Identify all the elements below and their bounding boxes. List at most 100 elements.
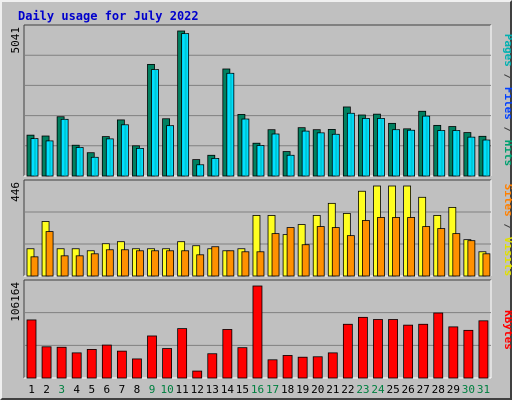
day-label-11: 11 [176,383,189,396]
day-label-5: 5 [88,383,95,396]
day-label-17: 17 [266,383,279,396]
pages-bar [485,140,488,176]
kbytes-bar [132,358,142,379]
day-label-19: 19 [296,383,309,396]
sites-bar [226,250,235,277]
kbytes-bar [463,329,474,379]
sites-bar [346,235,355,277]
day-label-20: 20 [311,383,324,396]
sites-bar [120,249,129,277]
day-label-14: 14 [221,383,235,396]
sites-bar [60,255,69,277]
pages-bar [335,134,338,176]
ylabel-part: / [502,217,512,237]
sites-bar [90,253,99,277]
ylabel-part: Hits [502,140,512,167]
sites-bar [331,227,340,277]
pages-bar [139,148,142,176]
kbytes-bar [162,348,172,379]
visits-bar [252,215,261,277]
sites-bar [467,240,476,277]
kbytes-bar [177,328,188,379]
pages-bar [154,69,157,176]
sites-bar [286,227,295,277]
kbytes-bar [342,323,353,379]
day-label-18: 18 [281,383,294,396]
ylabel-part: Sites [502,184,512,217]
ylabel-part: Visits [502,237,512,277]
sites-bar [271,233,280,277]
kbytes-bar [267,359,278,379]
pages-bar [290,155,293,176]
kbytes-bar [41,346,52,379]
pages-bar [395,129,398,176]
kbytes-bar [358,316,368,379]
sites-bar [422,226,431,277]
day-label-28: 28 [432,383,445,396]
sites-bar [166,250,174,277]
day-label-29: 29 [447,383,460,396]
kbytes-bar [433,312,444,379]
kbytes-bar [192,370,203,379]
kbytes-bar [388,319,398,379]
day-label-27: 27 [417,383,430,396]
sites-bar [136,250,144,277]
sites-bar [241,251,250,277]
kbytes-bar [147,335,157,379]
ylabel-part: Pages [502,34,512,67]
kbytes-bar [207,353,218,379]
pages-bar [199,164,202,176]
kbytes-bar [373,319,383,379]
day-label-23: 23 [356,383,369,396]
kbytes-bar [222,329,233,379]
pages-bar [440,130,443,176]
sites-bar [316,226,325,277]
panel-1-ylabel: Pages / Files / Hits [502,34,512,167]
kbytes-bar [86,349,97,379]
day-label-21: 21 [326,383,339,396]
day-label-9: 9 [149,383,156,396]
day-label-13: 13 [206,383,219,396]
pages-bar [320,132,323,176]
pages-bar [380,118,383,176]
pages-bar [470,137,473,176]
sites-bar [45,231,54,277]
sites-bar [392,217,400,277]
pages-bar [350,113,353,176]
sites-bar [301,244,310,277]
pages-bar [425,116,428,176]
panel-2-ylabel: Sites / Visits [502,184,512,277]
day-label-31: 31 [477,383,490,396]
chart-title: Daily usage for July 2022 [18,9,199,23]
kbytes-bar [116,350,127,379]
pages-bar [109,138,112,176]
kbytes-bar [71,352,82,379]
kbytes-bar [297,356,308,379]
sites-bar [30,256,39,277]
ylabel-part: KBytes [502,310,512,350]
ylabel-part: / [502,67,512,87]
sites-bar [256,251,265,277]
pages-bar [94,157,97,176]
pages-bar [365,118,368,176]
day-label-8: 8 [134,383,141,396]
day-label-4: 4 [73,383,80,396]
sites-bar [437,228,446,277]
kbytes-bar [101,344,112,379]
sites-bar [196,254,205,277]
kbytes-bar [418,323,429,379]
pages-bar [49,140,52,176]
sites-bar [151,250,159,277]
sites-bar [211,246,220,277]
day-label-1: 1 [28,383,35,396]
sites-bar [105,249,114,277]
day-label-7: 7 [119,383,126,396]
pages-bar [275,134,278,176]
kbytes-bar [478,320,489,379]
kbytes-bar [26,319,37,379]
ylabel-part: Files [502,87,512,120]
sites-bar [407,217,416,277]
pages-bar [124,124,127,176]
kbytes-bar [56,346,67,379]
